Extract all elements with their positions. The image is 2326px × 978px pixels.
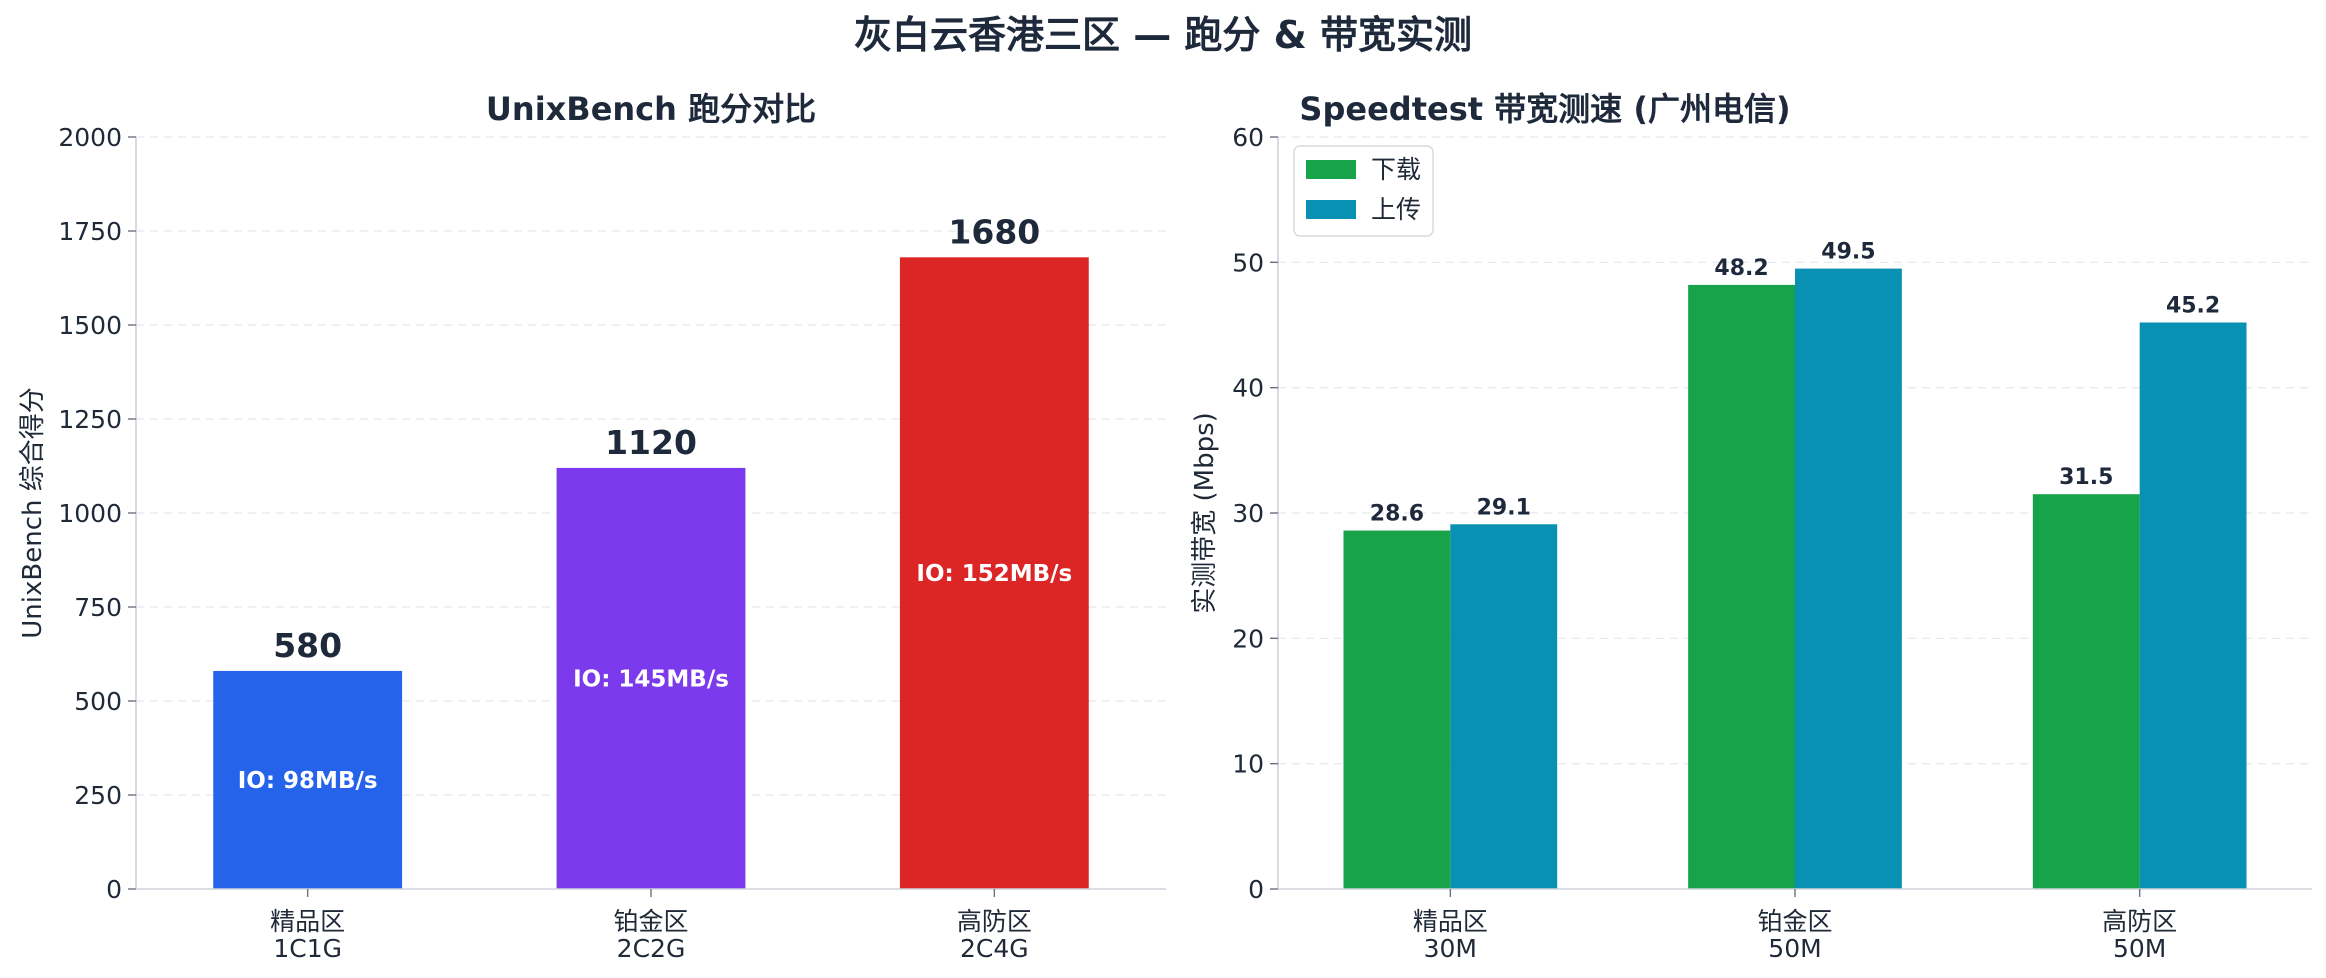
speedtest-chart: Speedtest 带宽测速 (广州电信) 28.6 29.1 48.2 49.5 31… — [1190, 90, 2312, 963]
bar-value-label: 580 — [273, 626, 342, 665]
y-tick-label: 1750 — [58, 217, 122, 246]
y-tick-label: 50 — [1232, 248, 1264, 277]
y-tick-label: 20 — [1232, 624, 1264, 653]
x-tick-label: 铂金区 50M — [1757, 907, 1832, 963]
bar-upload — [1795, 268, 1902, 890]
unixbench-y-axis-label: UnixBench 综合得分 — [18, 387, 48, 638]
bar-io-annotation: IO: 152MB/s — [916, 561, 1072, 587]
speedtest-bars: 28.6 29.1 48.2 49.5 31.5 45.2 — [1343, 240, 2247, 890]
bar-value-label: 49.5 — [1821, 240, 1875, 265]
y-tick-label: 250 — [74, 781, 122, 810]
speedtest-chart-title: Speedtest 带宽测速 (广州电信) — [1299, 90, 1790, 128]
speedtest-y-axis-label: 实测带宽 (Mbps) — [1190, 412, 1220, 614]
y-tick-label: 750 — [74, 593, 122, 622]
y-tick-label: 0 — [106, 875, 122, 904]
x-tick-label: 精品区 1C1G — [270, 907, 345, 963]
y-tick-label: 40 — [1232, 374, 1264, 403]
x-tick-label: 精品区 30M — [1413, 907, 1488, 963]
unixbench-x-ticks: 精品区 1C1G 铂金区 2C2G 高防区 2C4G — [270, 889, 1032, 963]
bar-io-annotation: IO: 98MB/s — [238, 768, 378, 794]
unixbench-y-ticks: 0 250 500 750 1000 1250 1500 1750 2000 — [58, 123, 136, 904]
bar-download — [1688, 284, 1795, 890]
bar-upload — [1450, 524, 1558, 889]
speedtest-x-ticks: 精品区 30M 铂金区 50M 高防区 50M — [1413, 889, 2177, 963]
legend-swatch-download — [1306, 160, 1356, 179]
y-tick-label: 1000 — [58, 499, 122, 528]
bar-value-label: 48.2 — [1714, 256, 1768, 281]
y-tick-label: 1250 — [58, 405, 122, 434]
figure-title: 灰白云香港三区 — 跑分 & 带宽实测 — [854, 13, 1472, 57]
unixbench-chart: UnixBench 跑分对比 580 IO: 98MB/s 1120 IO: 145M… — [18, 90, 1166, 963]
legend-label-download: 下载 — [1371, 155, 1421, 184]
y-tick-label: 0 — [1248, 875, 1264, 904]
bar-value-label: 1680 — [948, 212, 1040, 251]
y-tick-label: 1500 — [58, 311, 122, 340]
bar-io-annotation: IO: 145MB/s — [573, 666, 729, 692]
y-tick-label: 500 — [74, 687, 122, 716]
bar — [899, 257, 1089, 889]
y-tick-label: 30 — [1232, 499, 1264, 528]
x-tick-label: 铂金区 2C2G — [613, 907, 688, 963]
legend-swatch-upload — [1306, 200, 1356, 219]
bar-value-label: 31.5 — [2059, 465, 2113, 490]
bar-value-label: 1120 — [605, 423, 697, 462]
x-tick-label: 高防区 2C4G — [957, 907, 1032, 963]
bar — [213, 670, 403, 889]
bar-value-label: 45.2 — [2166, 293, 2220, 318]
y-tick-label: 2000 — [58, 123, 122, 152]
unixbench-chart-title: UnixBench 跑分对比 — [486, 90, 816, 128]
bar-download — [1343, 530, 1451, 889]
legend-label-upload: 上传 — [1371, 195, 1421, 224]
bar-upload — [2139, 322, 2247, 889]
y-tick-label: 10 — [1232, 750, 1264, 779]
x-tick-label: 高防区 50M — [2102, 907, 2177, 963]
bar — [556, 467, 746, 889]
y-tick-label: 60 — [1232, 123, 1264, 152]
unixbench-bars: 580 IO: 98MB/s 1120 IO: 145MB/s 1680 IO: 152M… — [213, 212, 1089, 889]
speedtest-y-ticks: 0 10 20 30 40 50 60 — [1232, 123, 1278, 904]
bar-value-label: 28.6 — [1370, 502, 1424, 527]
bar-value-label: 29.1 — [1477, 495, 1531, 520]
bar-download — [2032, 494, 2140, 889]
